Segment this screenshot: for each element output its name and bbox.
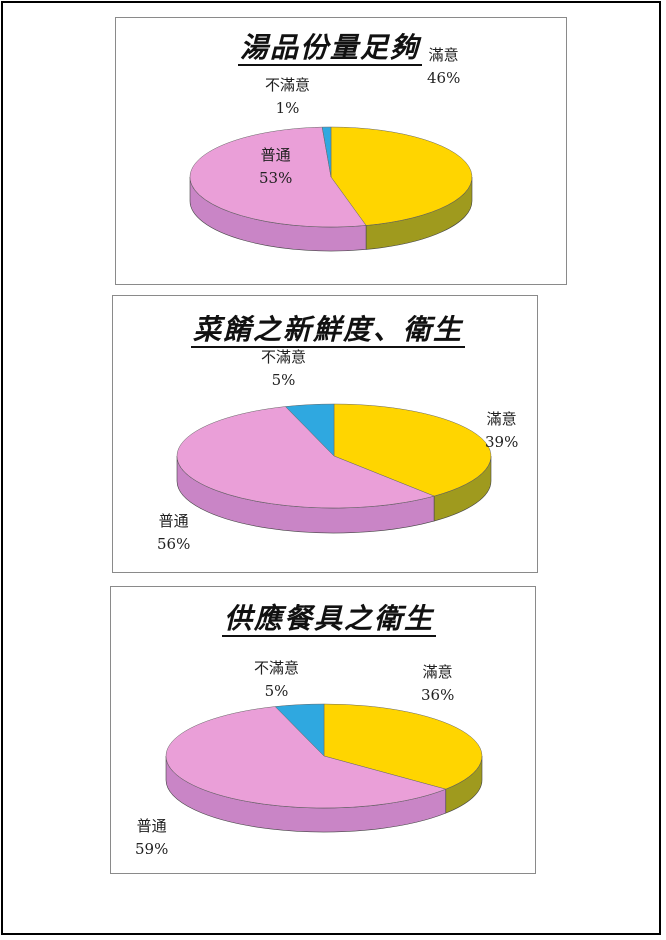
label-unsatisfied-pct: 1% bbox=[275, 99, 300, 118]
label-unsatisfied: 不滿意 1% bbox=[265, 74, 310, 121]
chart-panel-freshness-hygiene: 菜餚之新鮮度、衛生 不滿意 5% 滿意 39% 普通 56% bbox=[112, 295, 538, 573]
label-satisfied-name: 滿意 bbox=[422, 663, 453, 681]
slice-satisfied bbox=[333, 403, 492, 497]
slice-neutral bbox=[176, 406, 435, 509]
label-unsatisfied-name: 不滿意 bbox=[261, 348, 307, 366]
label-unsatisfied: 不滿意 5% bbox=[261, 346, 306, 393]
slice-satisfied bbox=[330, 126, 473, 226]
label-unsatisfied-pct: 5% bbox=[271, 371, 296, 390]
label-neutral: 普通 56% bbox=[157, 510, 190, 557]
slice-unsatisfied bbox=[284, 403, 335, 457]
slice-unsatisfied bbox=[274, 703, 325, 757]
label-unsatisfied-pct: 5% bbox=[264, 682, 289, 701]
pie-chart-tableware-hygiene bbox=[165, 703, 483, 833]
label-satisfied: 滿意 36% bbox=[421, 661, 454, 708]
pie-chart-freshness-hygiene bbox=[176, 403, 492, 534]
slice-satisfied bbox=[323, 703, 483, 790]
slice-unsatisfied bbox=[321, 126, 332, 178]
label-unsatisfied-name: 不滿意 bbox=[254, 659, 300, 677]
chart-title: 菜餚之新鮮度、衛生 bbox=[191, 313, 466, 349]
label-unsatisfied-name: 不滿意 bbox=[265, 76, 311, 94]
chart-panel-soup-portion: 湯品份量足夠 滿意 46% 不滿意 1% 普通 53% bbox=[115, 17, 567, 285]
pie-chart-soup-portion bbox=[189, 126, 473, 252]
label-neutral-pct: 53% bbox=[259, 169, 293, 188]
label-neutral-pct: 59% bbox=[135, 840, 169, 859]
chart-title: 供應餐具之衛生 bbox=[222, 602, 437, 638]
label-satisfied: 滿意 46% bbox=[427, 44, 460, 91]
label-satisfied-name: 滿意 bbox=[486, 410, 517, 428]
label-neutral: 普通 53% bbox=[259, 144, 292, 191]
label-neutral-name: 普通 bbox=[158, 512, 189, 530]
label-satisfied: 滿意 39% bbox=[485, 408, 518, 455]
slice-neutral bbox=[165, 706, 447, 809]
label-neutral-name: 普通 bbox=[260, 146, 291, 164]
slice-neutral bbox=[189, 126, 367, 228]
label-neutral: 普通 59% bbox=[135, 815, 168, 862]
chart-panel-tableware-hygiene: 供應餐具之衛生 不滿意 5% 滿意 36% 普通 59% bbox=[110, 586, 536, 874]
label-neutral-pct: 56% bbox=[157, 535, 191, 554]
chart-title: 湯品份量足夠 bbox=[238, 31, 423, 67]
label-unsatisfied: 不滿意 5% bbox=[254, 657, 299, 704]
label-satisfied-name: 滿意 bbox=[428, 46, 459, 64]
label-satisfied-pct: 36% bbox=[421, 686, 455, 705]
label-satisfied-pct: 39% bbox=[485, 433, 519, 452]
label-satisfied-pct: 46% bbox=[427, 69, 461, 88]
label-neutral-name: 普通 bbox=[136, 817, 167, 835]
